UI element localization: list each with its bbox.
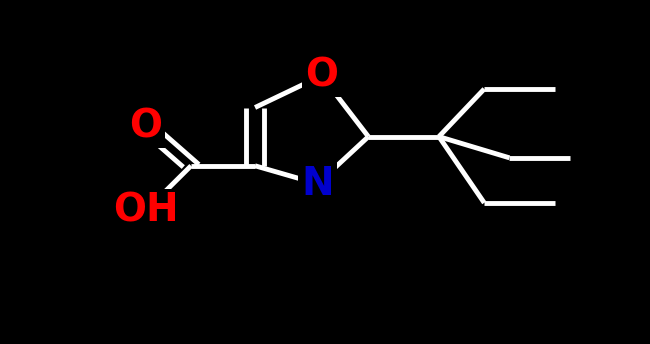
Text: O: O [305,57,338,95]
Text: O: O [129,107,162,145]
Text: OH: OH [113,192,179,230]
Text: O: O [129,107,162,145]
Text: OH: OH [113,192,179,230]
Text: N: N [301,165,334,203]
Text: N: N [301,165,334,203]
Text: O: O [305,57,338,95]
